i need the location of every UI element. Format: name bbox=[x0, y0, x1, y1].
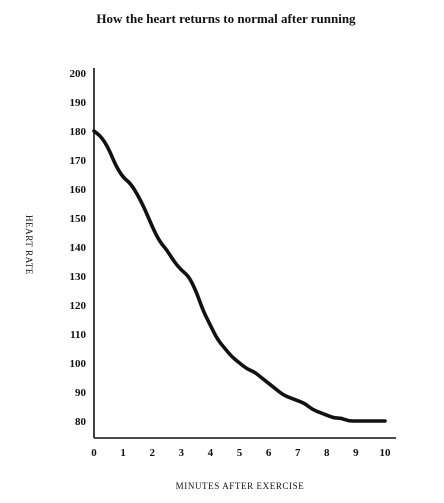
series-line bbox=[92, 129, 387, 423]
x-tick-label: 4 bbox=[208, 447, 214, 459]
y-tick-label: 140 bbox=[70, 242, 87, 254]
y-tick-label: 190 bbox=[70, 97, 87, 109]
x-tick-label: 6 bbox=[266, 447, 272, 459]
y-axis-label: HEART RATE bbox=[24, 215, 34, 275]
x-axis-label: MINUTES AFTER EXERCISE bbox=[176, 481, 305, 491]
y-tick-label: 80 bbox=[75, 416, 87, 428]
x-tick-label: 10 bbox=[380, 447, 392, 459]
y-tick-label: 180 bbox=[70, 126, 87, 138]
x-tick-label: 5 bbox=[237, 447, 243, 459]
axes bbox=[93, 68, 396, 439]
x-tick-label: 8 bbox=[324, 447, 330, 459]
x-tick-label: 2 bbox=[149, 447, 155, 459]
x-tick-label: 0 bbox=[91, 447, 97, 459]
y-tick-label: 100 bbox=[70, 358, 87, 370]
y-tick-label: 90 bbox=[75, 387, 87, 399]
x-tick-label: 7 bbox=[295, 447, 301, 459]
y-tick-label: 130 bbox=[70, 271, 87, 283]
y-tick-label: 110 bbox=[70, 329, 86, 341]
data-series bbox=[92, 129, 387, 423]
y-tick-label: 150 bbox=[70, 213, 87, 225]
chart-title: How the heart returns to normal after ru… bbox=[96, 11, 356, 26]
tick-labels: 80 90 100 110 120 130 140 150 160 170 180 190 200 0 1 2… bbox=[70, 68, 392, 459]
x-tick-label: 1 bbox=[120, 447, 126, 459]
x-tick-label: 3 bbox=[179, 447, 185, 459]
y-tick-label: 120 bbox=[70, 300, 87, 312]
y-tick-label: 170 bbox=[70, 155, 87, 167]
y-tick-label: 200 bbox=[70, 68, 87, 80]
y-tick-label: 160 bbox=[70, 184, 87, 196]
x-tick-label: 9 bbox=[353, 447, 359, 459]
